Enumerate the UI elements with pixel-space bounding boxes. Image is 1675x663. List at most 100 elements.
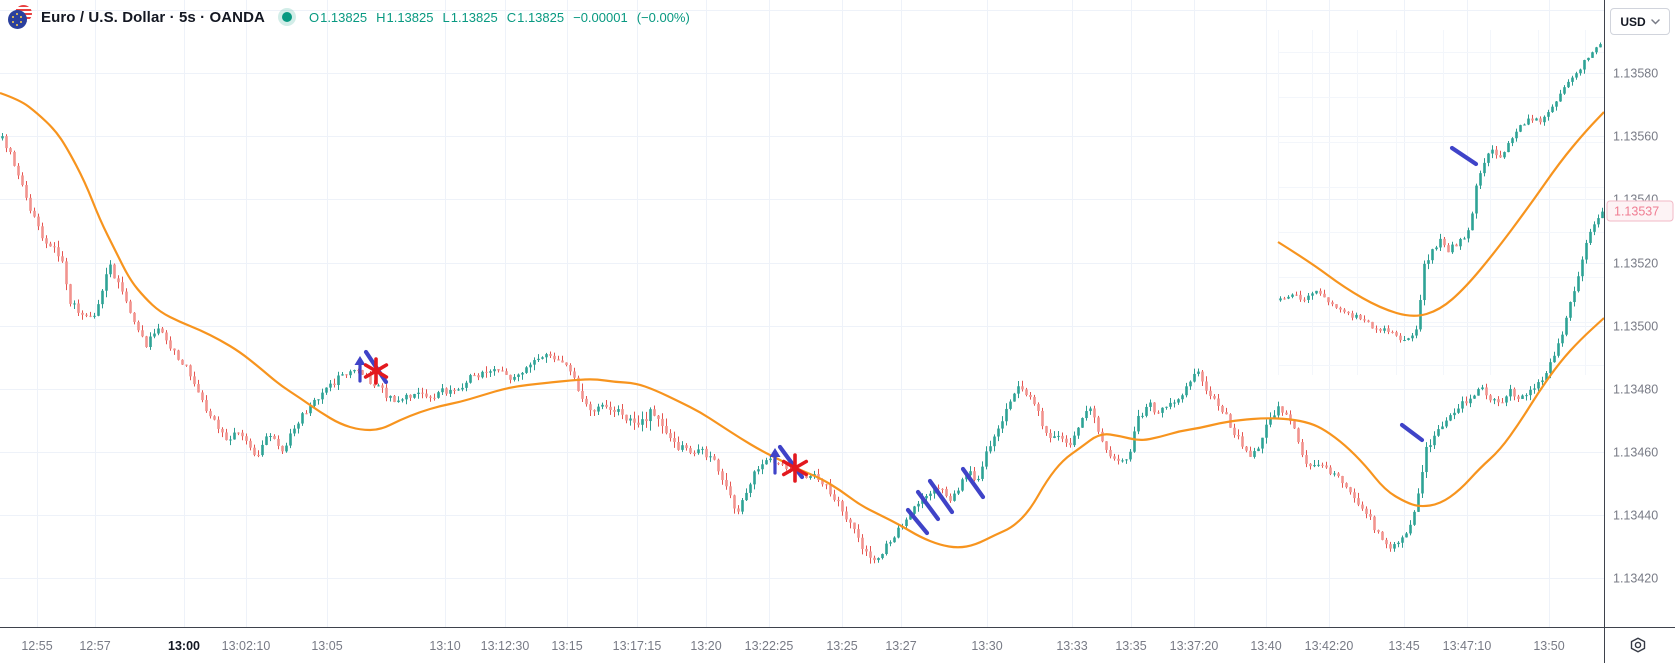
candle [577,377,580,391]
candle [505,371,508,375]
time-tick-label[interactable]: 12:57 [79,639,110,653]
candle [45,238,48,244]
candle [1463,238,1466,240]
candle [513,376,516,380]
candle [653,409,656,416]
candle [937,487,940,489]
trend-slash-annotation[interactable] [905,507,930,536]
candle [1289,414,1292,422]
time-tick-label[interactable]: 13:05 [311,639,342,653]
candle [777,463,780,465]
trend-slash-annotation[interactable] [927,478,955,515]
candle [377,385,380,387]
time-tick-label[interactable]: 13:27 [885,639,916,653]
candle [1133,431,1136,452]
time-tick-label[interactable]: 13:40 [1250,639,1281,653]
symbol-title[interactable]: Euro / U.S. Dollar · 5s · OANDA [41,8,265,26]
candle [1477,389,1480,396]
candle [1449,415,1452,421]
candle [1429,445,1432,447]
candle [41,226,44,239]
candle [1433,435,1436,446]
time-tick-label[interactable]: 13:15 [551,639,582,653]
up-arrow-annotation[interactable] [769,448,781,475]
candle [309,405,312,414]
candle [1515,131,1518,139]
time-tick-label[interactable]: 13:45 [1388,639,1419,653]
currency-label: USD [1620,14,1646,29]
candle [77,303,80,313]
time-tick-label[interactable]: 13:20 [690,639,721,653]
symbol-legend[interactable]: Euro / U.S. Dollar · 5s · OANDA O1.13825… [8,5,690,29]
candle [1425,446,1428,473]
candle [169,340,172,349]
candle [869,551,872,558]
candle [1065,438,1068,443]
time-tick-label[interactable]: 13:12:30 [481,639,530,653]
candle [397,400,400,403]
candle [1431,249,1434,261]
candle [1553,355,1556,363]
time-tick-label[interactable]: 13:47:10 [1443,639,1492,653]
time-tick-label[interactable]: 13:25 [826,639,857,653]
candle [1177,399,1180,403]
candle [1491,149,1494,154]
trend-slash-annotation[interactable] [1399,422,1425,443]
candle [689,448,692,453]
candle [1033,396,1036,405]
close-value: 1.13825 [517,9,565,25]
candle [961,479,964,491]
axis-settings-button[interactable] [1627,634,1649,656]
up-arrow-annotation[interactable] [354,356,366,383]
trend-slash-annotation[interactable] [960,466,986,500]
candle [1573,291,1576,303]
time-tick-label[interactable]: 13:33 [1056,639,1087,653]
candle [1595,47,1598,53]
candle [1057,435,1060,437]
time-tick-label[interactable]: 13:35 [1115,639,1146,653]
time-tick-label[interactable]: 13:00 [168,639,200,653]
candle [1427,260,1430,264]
time-tick-label[interactable]: 13:37:20 [1170,639,1219,653]
candle [1519,125,1522,132]
candle [1093,408,1096,418]
time-tick-label[interactable]: 13:30 [971,639,1002,653]
candle [1481,387,1484,390]
candle [709,456,712,458]
candle [717,459,720,472]
candle [1511,138,1514,144]
candle [425,393,428,397]
time-tick-label[interactable]: 13:42:20 [1305,639,1354,653]
candle [1005,408,1008,422]
price-scale-currency-button[interactable]: USD [1610,8,1670,35]
asterisk-annotation[interactable] [781,453,809,483]
candle [1355,314,1358,318]
time-tick-label[interactable]: 13:17:15 [613,639,662,653]
time-tick-label[interactable]: 12:55 [21,639,52,653]
trend-slash-annotation[interactable] [915,489,941,522]
time-tick-label[interactable]: 13:50 [1533,639,1564,653]
trend-slash-annotation[interactable] [1449,145,1479,167]
candle [1325,465,1328,468]
candle [1457,408,1460,413]
candle [1089,408,1092,412]
candle [853,522,856,530]
time-tick-label[interactable]: 13:02:10 [222,639,271,653]
candle [473,375,476,377]
candle [1363,319,1366,321]
candle [561,360,564,363]
candle [1435,247,1438,250]
candle [1503,152,1506,158]
candle [1269,418,1272,425]
candle [53,246,56,248]
asterisk-annotation[interactable] [363,357,389,385]
last-price-label[interactable] [1606,200,1674,222]
candle [1181,395,1184,400]
candle [1437,429,1440,436]
time-tick-label[interactable]: 13:22:25 [745,639,794,653]
candle [517,374,520,377]
candle [1217,398,1220,406]
time-tick-label[interactable]: 13:10 [429,639,460,653]
candle [465,382,468,388]
